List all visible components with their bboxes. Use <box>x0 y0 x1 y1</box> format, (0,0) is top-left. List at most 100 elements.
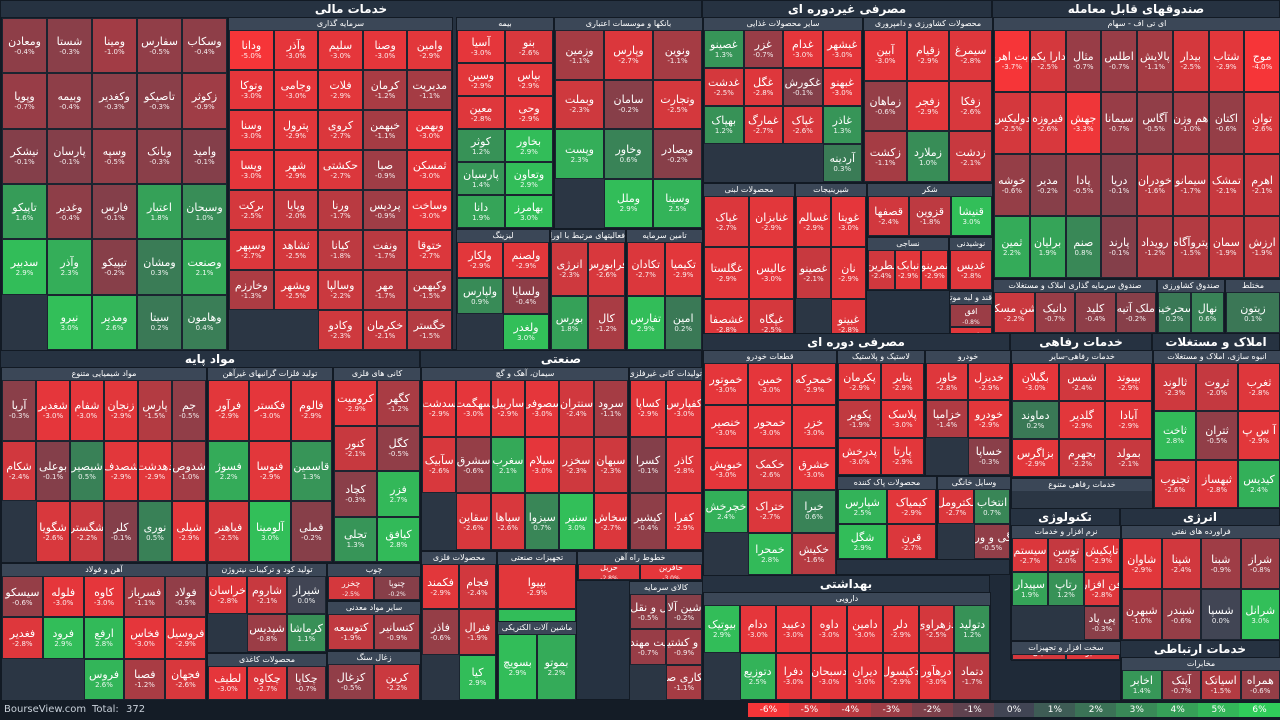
stock-tile[interactable]: وصنعت 2.1% <box>182 239 227 295</box>
stock-tile[interactable]: غدیس -2.8% <box>950 250 992 290</box>
stock-tile[interactable]: خمحرا 2.8% <box>748 532 792 575</box>
stock-tile[interactable]: وتعاون 2.9% <box>505 162 553 195</box>
stock-tile[interactable]: آبین -3.0% <box>864 30 907 81</box>
stock-tile[interactable]: کروی -2.7% <box>318 110 363 150</box>
stock-tile[interactable]: وتوکا -3.0% <box>229 70 274 110</box>
stock-tile[interactable]: دانیک -0.7% <box>1034 292 1075 333</box>
stock-tile[interactable]: ولغدر 3.0% <box>503 314 549 350</box>
stock-tile[interactable]: وسبحان 1.0% <box>182 184 227 240</box>
stock-tile[interactable]: فلوله -3.0% <box>42 576 84 618</box>
stock-tile[interactable]: آبادا -2.9% <box>1105 401 1152 439</box>
stock-tile[interactable]: کنور -2.1% <box>334 425 377 471</box>
stock-tile[interactable]: شبندر -0.6% <box>1161 589 1201 640</box>
stock-tile[interactable]: وسالپا -2.2% <box>318 270 363 310</box>
stock-tile[interactable]: ویسا -3.0% <box>229 150 274 190</box>
stock-tile[interactable]: پارتا -2.9% <box>881 437 924 475</box>
stock-tile[interactable]: زفکا -2.6% <box>949 80 992 132</box>
stock-tile[interactable]: کیدیس 2.4% <box>1238 459 1280 508</box>
stock-tile[interactable]: ورنا -1.7% <box>318 190 363 230</box>
stock-tile[interactable]: سغرب 2.1% <box>490 436 525 494</box>
stock-tile[interactable]: بزاگرس -2.9% <box>1012 439 1059 477</box>
stock-tile[interactable]: وآذر -3.0% <box>273 30 319 70</box>
stock-tile[interactable]: ثابت اهرم-3.7% <box>994 30 1030 92</box>
stock-tile[interactable]: خمحور -3.0% <box>748 405 792 448</box>
stock-tile[interactable]: سپیدار 1.9% <box>1012 572 1048 606</box>
stock-tile[interactable]: سخاش -2.7% <box>593 493 628 550</box>
stock-tile[interactable]: شپنا -2.4% <box>1161 538 1201 589</box>
stock-tile[interactable]: وغدیر -0.4% <box>47 184 92 240</box>
stock-tile[interactable]: توسن -2.0% <box>1048 538 1084 572</box>
stock-tile[interactable]: وبهمن -3.0% <box>407 110 452 150</box>
stock-tile[interactable]: خاور -2.8% <box>926 363 968 401</box>
stock-tile[interactable]: مادیرا-2.8% <box>1066 654 1120 660</box>
stock-tile[interactable]: کزغال -0.5% <box>328 664 374 700</box>
stock-tile[interactable]: کتوسعه -1.9% <box>328 614 374 650</box>
stock-tile[interactable]: ومینا -1.0% <box>92 18 137 74</box>
stock-tile[interactable]: ارفع 2.8% <box>83 617 125 659</box>
stock-tile[interactable]: فرهنگی و ورزشی-0.5% <box>974 524 1010 559</box>
stock-tile[interactable]: حمل و نقل بار-0.5% <box>630 594 666 630</box>
stock-tile[interactable]: ولپارس 0.9% <box>457 278 503 314</box>
stock-tile[interactable]: وسکاب -0.4% <box>182 18 227 74</box>
stock-tile[interactable]: چنوپا -0.2% <box>374 576 420 600</box>
stock-tile[interactable]: غگل -2.8% <box>743 68 783 106</box>
stock-tile[interactable]: خمین -3.0% <box>748 363 792 406</box>
stock-tile[interactable]: پادا -0.5% <box>1065 154 1102 216</box>
stock-tile[interactable]: بوعلی -0.1% <box>36 440 70 502</box>
stock-tile[interactable]: دفرا -3.0% <box>775 652 812 700</box>
stock-tile[interactable]: مدیریت -1.1% <box>407 70 452 110</box>
stock-tile[interactable]: آسیا -3.0% <box>457 30 505 63</box>
stock-tile[interactable]: تاصیکو -0.3% <box>137 73 182 129</box>
stock-tile[interactable]: گلدیر -2.9% <box>1058 401 1106 439</box>
stock-tile[interactable]: سپاها -2.6% <box>490 493 525 550</box>
stock-tile[interactable]: ختراک -2.7% <box>748 490 792 533</box>
stock-tile[interactable]: ودانا -5.0% <box>229 30 274 70</box>
stock-tile[interactable]: خموتور -3.0% <box>704 363 748 406</box>
stock-tile[interactable]: پارند -0.1% <box>1101 216 1137 278</box>
stock-tile[interactable]: فنرال -1.9% <box>459 609 496 655</box>
stock-tile[interactable]: دیران -3.0% <box>847 652 883 700</box>
stock-tile[interactable]: وپست 2.3% <box>555 129 604 179</box>
stock-tile[interactable]: فکستر -3.0% <box>249 380 291 441</box>
stock-tile[interactable]: نان -2.9% <box>831 247 866 299</box>
stock-tile[interactable]: سشرق -0.6% <box>456 436 491 494</box>
stock-tile[interactable]: پارس -1.5% <box>138 380 172 441</box>
stock-tile[interactable]: خبهمن -1.1% <box>362 110 408 150</box>
stock-tile[interactable]: خوشه -0.6% <box>994 154 1030 216</box>
stock-tile[interactable]: وپایا -2.0% <box>273 190 319 230</box>
stock-tile[interactable]: برکت -2.5% <box>229 190 274 230</box>
stock-tile[interactable]: امین 0.2% <box>664 296 702 350</box>
stock-tile[interactable]: بنادر و کشتیرانی-0.9% <box>666 629 702 665</box>
stock-tile[interactable]: زماهان -0.6% <box>864 80 907 132</box>
stock-tile[interactable]: غصینو 1.3% <box>704 30 744 68</box>
stock-tile[interactable]: خکیش -1.6% <box>792 532 836 575</box>
stock-tile[interactable]: کاذر -2.8% <box>666 436 702 494</box>
stock-tile[interactable]: وپارس -2.7% <box>604 30 653 80</box>
stock-tile[interactable]: خکرمان -2.1% <box>362 310 408 350</box>
stock-tile[interactable]: آلومینا 3.0% <box>249 501 291 562</box>
stock-tile[interactable]: دارا یکم -2.5% <box>1029 30 1066 92</box>
stock-tile[interactable]: خودرو -2.9% <box>968 400 1010 438</box>
stock-tile[interactable]: ثاخت 2.8% <box>1154 411 1196 460</box>
stock-tile[interactable]: اهرم -2.1% <box>1244 154 1280 216</box>
stock-tile[interactable]: غدام -3.0% <box>783 30 823 68</box>
stock-tile[interactable]: خراسان -2.8% <box>208 576 248 614</box>
stock-tile[interactable]: سیمرغ -2.8% <box>949 30 992 81</box>
stock-tile[interactable]: وخاور 0.6% <box>604 129 653 179</box>
stock-tile[interactable]: غکورش -0.1% <box>783 68 823 106</box>
stock-tile[interactable]: وامید -0.1% <box>182 128 227 184</box>
stock-tile[interactable]: رتاپ 1.2% <box>1048 572 1084 606</box>
stock-tile[interactable]: پکویر -1.9% <box>838 400 881 438</box>
stock-tile[interactable]: آریا -0.3% <box>2 380 36 441</box>
stock-tile[interactable]: قنیشا 3.0% <box>950 196 992 236</box>
stock-tile[interactable]: ومعادن -0.4% <box>2 18 47 74</box>
stock-tile[interactable]: فیروزه -2.6% <box>1029 92 1066 154</box>
stock-tile[interactable]: فولاد -0.5% <box>165 576 206 618</box>
stock-tile[interactable]: خنصیر -3.0% <box>704 405 748 448</box>
stock-tile[interactable]: شدوص -1.0% <box>172 440 206 502</box>
stock-tile[interactable]: فلات -2.9% <box>318 70 363 110</box>
stock-tile[interactable]: وسپهر -2.7% <box>229 230 274 270</box>
stock-tile[interactable]: تیپیکو -0.2% <box>92 239 137 295</box>
stock-tile[interactable]: وآذر 2.3% <box>47 239 92 295</box>
stock-tile[interactable]: انرژی -2.3% <box>551 242 588 296</box>
